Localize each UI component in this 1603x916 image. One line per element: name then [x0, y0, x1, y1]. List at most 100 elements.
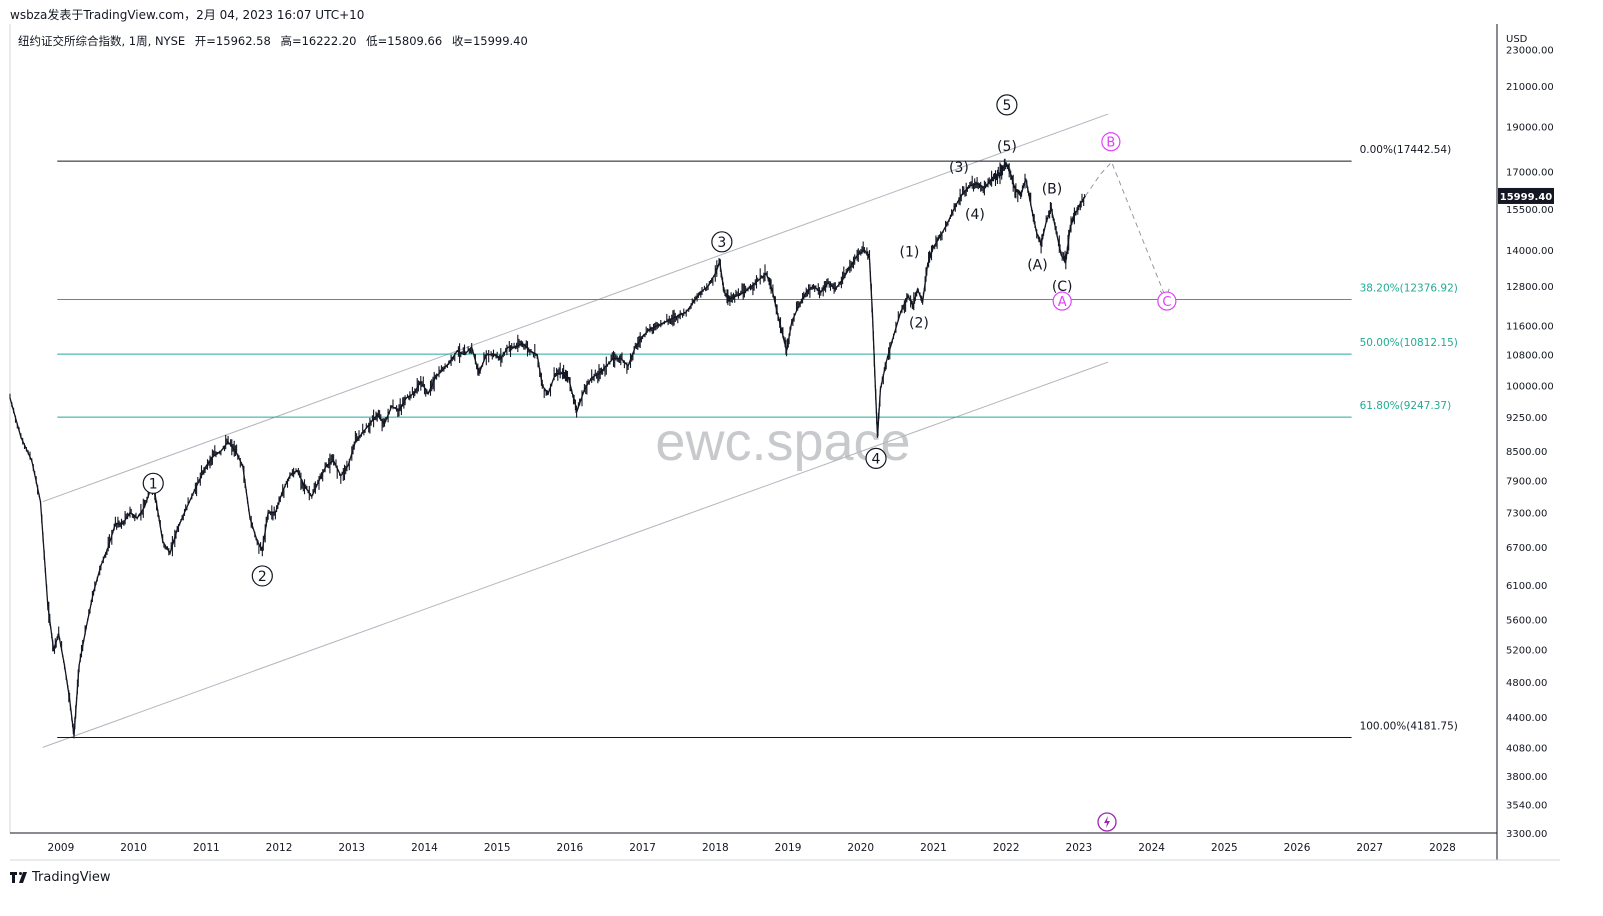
- fib-label-3: 61.80%(9247.37): [1360, 400, 1452, 412]
- x-tick-label-13: 2022: [993, 842, 1020, 854]
- wave-circle-1: [142, 472, 164, 494]
- wave-paren-label-8: (4): [965, 207, 985, 223]
- wave-label-4: 4: [872, 451, 881, 467]
- price-axis[interactable]: USD 3300.00 3540.00 3800.00 4080.00 4400.00 48…: [1498, 34, 1554, 840]
- wave-circle-4: [865, 447, 887, 469]
- wave-paren-label-11: (B): [1042, 181, 1063, 197]
- wave-paren-label-7: (3): [949, 160, 969, 176]
- x-tick-label-12: 2021: [920, 842, 947, 854]
- wave-magenta-label-B: B: [1106, 136, 1115, 151]
- y-tick-label-18: 14000.00: [1506, 246, 1554, 257]
- wave-label-3: 3: [717, 235, 726, 251]
- x-tick-label-18: 2027: [1356, 842, 1383, 854]
- x-tick-label-15: 2024: [1138, 842, 1165, 854]
- y-tick-label-8: 6100.00: [1506, 581, 1547, 592]
- x-tick-label-1: 2010: [120, 842, 147, 854]
- x-tick-label-10: 2019: [775, 842, 802, 854]
- channel-upper-line: [42, 113, 1109, 503]
- publisher-line: wsbza发表于TradingView.com，2月 04, 2023 16:0…: [10, 8, 365, 22]
- wave-circle-2: [251, 565, 273, 587]
- wave-paren-label-12: (C): [1052, 279, 1073, 295]
- y-tick-label-17: 12800.00: [1506, 282, 1554, 293]
- footer-brand[interactable]: TradingView: [10, 870, 111, 885]
- fib-label-1: 38.20%(12376.92): [1360, 283, 1458, 295]
- y-tick-label-0: 3300.00: [1506, 829, 1547, 840]
- trend-channel: [42, 113, 1109, 748]
- y-tick-label-7: 5600.00: [1506, 616, 1547, 627]
- time-axis[interactable]: 2009 2010 2011 2012 2013 2014 2015 2016 2017 2018…: [48, 842, 1456, 854]
- wave-paren-label-6: (2): [909, 315, 929, 331]
- wave-magenta-label-A: A: [1058, 295, 1067, 310]
- symbol-name[interactable]: 纽约证交所综合指数, 1周, NYSE: [18, 34, 186, 48]
- wave-label-2: 2: [258, 569, 267, 585]
- wave-annotations: 1 2 3 4 5 (1) (2) (3) (4) (5) (A) (B) (C)A B C: [142, 94, 1177, 587]
- channel-lower-line: [42, 361, 1109, 748]
- wave-magenta-circle-B: [1101, 132, 1121, 152]
- x-tick-label-7: 2016: [557, 842, 584, 854]
- lightning-bolt-icon: [1104, 816, 1110, 828]
- x-tick-label-16: 2025: [1211, 842, 1238, 854]
- wave-circle-3: [711, 231, 733, 253]
- open-value: 开=15962.58: [194, 34, 271, 48]
- close-value: 收=15999.40: [451, 34, 528, 48]
- y-tick-label-5: 4800.00: [1506, 678, 1547, 689]
- last-price-badge: [1498, 187, 1554, 204]
- projection-path: [1084, 161, 1170, 300]
- wave-magenta-label-C: C: [1162, 295, 1171, 310]
- wave-label-5: 5: [1002, 98, 1011, 114]
- price-line: [9, 161, 1086, 736]
- x-tick-label-6: 2015: [484, 842, 511, 854]
- y-tick-label-13: 9250.00: [1506, 413, 1547, 424]
- y-tick-label-11: 7900.00: [1506, 477, 1547, 488]
- projection-line: [1084, 161, 1167, 299]
- brand-name: TradingView: [32, 870, 111, 885]
- x-tick-label-19: 2028: [1429, 842, 1456, 854]
- x-tick-label-4: 2013: [338, 842, 365, 854]
- price-wicks: [9, 158, 1086, 739]
- symbol-legend: 纽约证交所综合指数, 1周, NYSE 开=15962.58 高=16222.2…: [18, 33, 534, 49]
- y-tick-label-19: 15500.00: [1506, 205, 1554, 216]
- y-tick-label-21: 19000.00: [1506, 123, 1554, 134]
- y-tick-label-20: 17000.00: [1506, 167, 1554, 178]
- price-series: [9, 158, 1086, 739]
- low-value: 低=15809.66: [366, 34, 443, 48]
- y-tick-label-9: 6700.00: [1506, 543, 1547, 554]
- x-tick-label-2: 2011: [193, 842, 220, 854]
- y-tick-label-15: 10800.00: [1506, 351, 1554, 362]
- x-tick-label-3: 2012: [266, 842, 293, 854]
- y-tick-label-1: 3540.00: [1506, 801, 1547, 812]
- high-value: 高=16222.20: [280, 34, 357, 48]
- y-tick-label-3: 4080.00: [1506, 743, 1547, 754]
- wave-paren-label-5: (1): [900, 244, 920, 260]
- y-tick-label-2: 3800.00: [1506, 772, 1547, 783]
- wave-magenta-circle-A: [1052, 291, 1072, 311]
- y-tick-label-6: 5200.00: [1506, 645, 1547, 656]
- wave-circle-5: [996, 94, 1018, 116]
- y-tick-label-16: 11600.00: [1506, 322, 1554, 333]
- chart-extras: [1097, 812, 1117, 832]
- y-tick-label-12: 8500.00: [1506, 447, 1547, 458]
- x-tick-label-5: 2014: [411, 842, 438, 854]
- y-tick-label-4: 4400.00: [1506, 713, 1547, 724]
- tradingview-logo-icon: [10, 872, 28, 883]
- fib-label-2: 50.00%(10812.15): [1360, 337, 1458, 349]
- wave-label-1: 1: [149, 476, 158, 492]
- currency-label: USD: [1506, 34, 1528, 45]
- x-tick-label-17: 2026: [1284, 842, 1311, 854]
- y-tick-label-22: 21000.00: [1506, 82, 1554, 93]
- y-tick-label-10: 7300.00: [1506, 509, 1547, 520]
- y-tick-label-14: 10000.00: [1506, 382, 1554, 393]
- wave-paren-label-9: (5): [997, 139, 1017, 155]
- last-price-label: 15999.40: [1500, 192, 1553, 203]
- wave-paren-label-10: (A): [1027, 258, 1048, 274]
- x-tick-label-9: 2018: [702, 842, 729, 854]
- x-tick-label-0: 2009: [48, 842, 75, 854]
- fib-label-4: 100.00%(4181.75): [1360, 720, 1458, 732]
- fib-label-0: 0.00%(17442.54): [1360, 144, 1452, 156]
- x-tick-label-11: 2020: [847, 842, 874, 854]
- fibonacci-levels: 0.00%(17442.54) 38.20%(12376.92) 50.00%(10…: [57, 144, 1458, 738]
- x-tick-label-8: 2017: [629, 842, 656, 854]
- chart-frame: [9, 24, 1560, 861]
- x-tick-label-14: 2023: [1066, 842, 1093, 854]
